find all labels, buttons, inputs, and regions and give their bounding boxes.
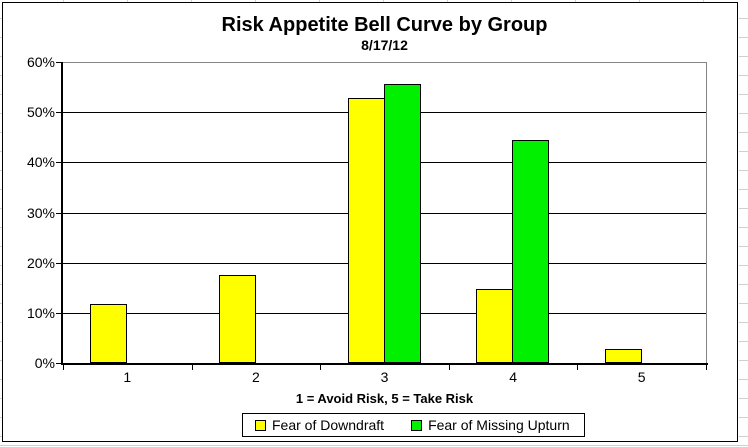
bar-fear-of-missing-upturn-cat3 <box>383 84 421 363</box>
spreadsheet-gridlines-top <box>0 0 748 3</box>
x-axis <box>61 363 708 365</box>
x-axis-tick <box>320 365 322 370</box>
legend: Fear of Downdraft Fear of Missing Upturn <box>242 413 585 437</box>
x-axis-title: 1 = Avoid Risk, 5 = Take Risk <box>295 391 474 406</box>
chart-frame: Risk Appetite Bell Curve by Group 8/17/1… <box>2 2 738 442</box>
y-axis-label: 60% <box>26 54 55 70</box>
legend-item: Fear of Downdraft <box>255 417 384 433</box>
y-axis-label: 40% <box>26 154 55 171</box>
x-axis-tick <box>63 365 64 370</box>
chart-subtitle: 8/17/12 <box>361 37 408 53</box>
y-axis-tick <box>56 262 61 264</box>
x-axis-tick <box>191 365 193 370</box>
spreadsheet-gridlines-right <box>739 0 748 447</box>
bar-fear-of-downdraft-cat1 <box>90 303 128 363</box>
y-axis-tick <box>56 162 61 164</box>
legend-label: Fear of Downdraft <box>272 417 385 433</box>
x-axis-label: 4 <box>509 369 517 385</box>
legend-swatch-icon <box>411 419 423 431</box>
bar-fear-of-downdraft-cat2 <box>218 274 256 363</box>
y-axis-label: 30% <box>26 204 55 221</box>
y-axis-tick <box>56 363 61 364</box>
x-axis-label: 5 <box>637 369 646 385</box>
bar-fear-of-downdraft-cat5 <box>604 348 642 363</box>
chart-title: Risk Appetite Bell Curve by Group <box>221 14 548 36</box>
bar-fear-of-downdraft-cat3 <box>347 97 385 363</box>
y-axis-label: 50% <box>26 104 55 121</box>
x-axis-label: 3 <box>380 369 389 385</box>
x-axis-tick <box>448 365 450 370</box>
plot-border-top <box>63 62 707 63</box>
plot-border-right <box>706 62 707 363</box>
y-axis-tick <box>56 212 61 214</box>
legend-label: Fear of Missing Upturn <box>428 417 570 433</box>
spreadsheet-gridlines-left <box>0 0 3 447</box>
bar-fear-of-downdraft-cat4 <box>476 289 514 363</box>
y-axis-label: 10% <box>26 304 55 321</box>
x-axis-tick <box>706 365 707 370</box>
y-axis-label: 20% <box>26 254 55 271</box>
spreadsheet-gridlines-bottom <box>0 445 748 446</box>
x-axis-label: 1 <box>123 369 132 385</box>
y-axis-tick <box>56 312 61 314</box>
bar-fear-of-missing-upturn-cat4 <box>512 140 550 363</box>
legend-item: Fear of Missing Upturn <box>411 417 570 433</box>
x-axis-label: 2 <box>251 369 260 385</box>
plot-area: 0% 10% 20% 30% 40% 50% 60% 1 2 3 4 5 <box>3 3 737 441</box>
legend-swatch-icon <box>255 419 266 431</box>
y-axis-label: 0% <box>34 355 55 371</box>
y-axis <box>61 62 63 365</box>
y-axis-tick <box>56 62 61 63</box>
y-axis-tick <box>56 112 61 114</box>
x-axis-tick <box>577 365 579 370</box>
